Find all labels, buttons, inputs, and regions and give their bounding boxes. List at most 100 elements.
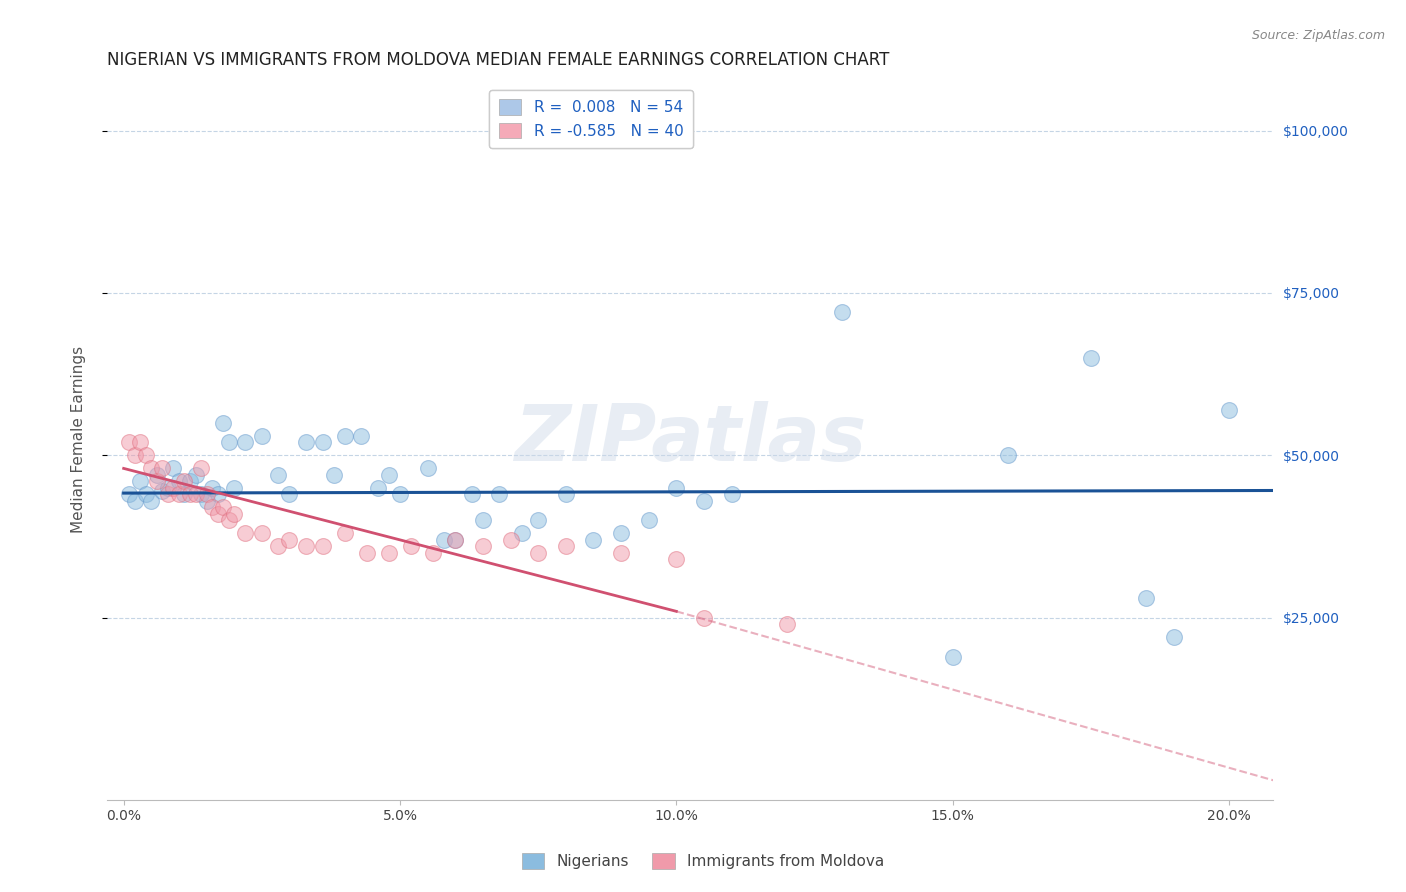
Point	[267, 467, 290, 482]
Point	[135, 449, 157, 463]
Point	[184, 487, 207, 501]
Point	[665, 481, 688, 495]
Point	[162, 481, 184, 495]
Point	[388, 487, 411, 501]
Point	[399, 540, 422, 554]
Point	[637, 513, 659, 527]
Point	[554, 540, 576, 554]
Point	[167, 475, 190, 489]
Point	[224, 481, 246, 495]
Point	[146, 475, 169, 489]
Legend: Nigerians, Immigrants from Moldova: Nigerians, Immigrants from Moldova	[516, 847, 890, 875]
Point	[831, 305, 853, 319]
Point	[776, 617, 799, 632]
Point	[422, 546, 444, 560]
Point	[720, 487, 742, 501]
Text: NIGERIAN VS IMMIGRANTS FROM MOLDOVA MEDIAN FEMALE EARNINGS CORRELATION CHART: NIGERIAN VS IMMIGRANTS FROM MOLDOVA MEDI…	[107, 51, 890, 69]
Point	[195, 487, 218, 501]
Point	[333, 526, 356, 541]
Point	[218, 435, 240, 450]
Point	[124, 449, 146, 463]
Point	[510, 526, 533, 541]
Point	[224, 507, 246, 521]
Point	[233, 435, 256, 450]
Point	[665, 552, 688, 566]
Point	[1080, 351, 1102, 365]
Point	[129, 475, 152, 489]
Point	[150, 461, 173, 475]
Point	[190, 487, 212, 501]
Point	[267, 540, 290, 554]
Point	[207, 487, 229, 501]
Point	[444, 533, 467, 547]
Point	[1135, 591, 1157, 606]
Point	[433, 533, 456, 547]
Point	[610, 546, 633, 560]
Point	[527, 546, 550, 560]
Point	[582, 533, 605, 547]
Point	[350, 429, 373, 443]
Point	[201, 481, 224, 495]
Point	[378, 546, 401, 560]
Point	[461, 487, 484, 501]
Point	[207, 507, 229, 521]
Point	[141, 461, 163, 475]
Point	[129, 435, 152, 450]
Point	[167, 487, 190, 501]
Point	[233, 526, 256, 541]
Point	[201, 500, 224, 515]
Point	[173, 475, 195, 489]
Point	[311, 540, 333, 554]
Point	[179, 475, 201, 489]
Point	[162, 461, 184, 475]
Point	[250, 429, 273, 443]
Point	[218, 513, 240, 527]
Point	[278, 533, 301, 547]
Point	[693, 494, 716, 508]
Point	[118, 435, 141, 450]
Point	[250, 526, 273, 541]
Point	[311, 435, 333, 450]
Point	[146, 467, 169, 482]
Point	[118, 487, 141, 501]
Point	[610, 526, 633, 541]
Point	[942, 649, 965, 664]
Point	[156, 481, 179, 495]
Point	[471, 540, 494, 554]
Point	[124, 494, 146, 508]
Point	[1218, 403, 1240, 417]
Point	[156, 487, 179, 501]
Point	[184, 467, 207, 482]
Point	[488, 487, 510, 501]
Text: Source: ZipAtlas.com: Source: ZipAtlas.com	[1251, 29, 1385, 42]
Point	[356, 546, 378, 560]
Y-axis label: Median Female Earnings: Median Female Earnings	[72, 345, 86, 533]
Point	[554, 487, 576, 501]
Point	[367, 481, 389, 495]
Point	[1163, 630, 1185, 644]
Point	[416, 461, 439, 475]
Legend: R =  0.008   N = 54, R = -0.585   N = 40: R = 0.008 N = 54, R = -0.585 N = 40	[489, 90, 693, 148]
Point	[141, 494, 163, 508]
Point	[278, 487, 301, 501]
Point	[295, 540, 318, 554]
Text: ZIPatlas: ZIPatlas	[515, 401, 866, 477]
Point	[212, 500, 235, 515]
Point	[378, 467, 401, 482]
Point	[333, 429, 356, 443]
Point	[135, 487, 157, 501]
Point	[295, 435, 318, 450]
Point	[471, 513, 494, 527]
Point	[179, 487, 201, 501]
Point	[499, 533, 522, 547]
Point	[693, 611, 716, 625]
Point	[527, 513, 550, 527]
Point	[997, 449, 1019, 463]
Point	[190, 461, 212, 475]
Point	[195, 494, 218, 508]
Point	[444, 533, 467, 547]
Point	[322, 467, 344, 482]
Point	[212, 416, 235, 430]
Point	[150, 484, 173, 499]
Point	[173, 487, 195, 501]
